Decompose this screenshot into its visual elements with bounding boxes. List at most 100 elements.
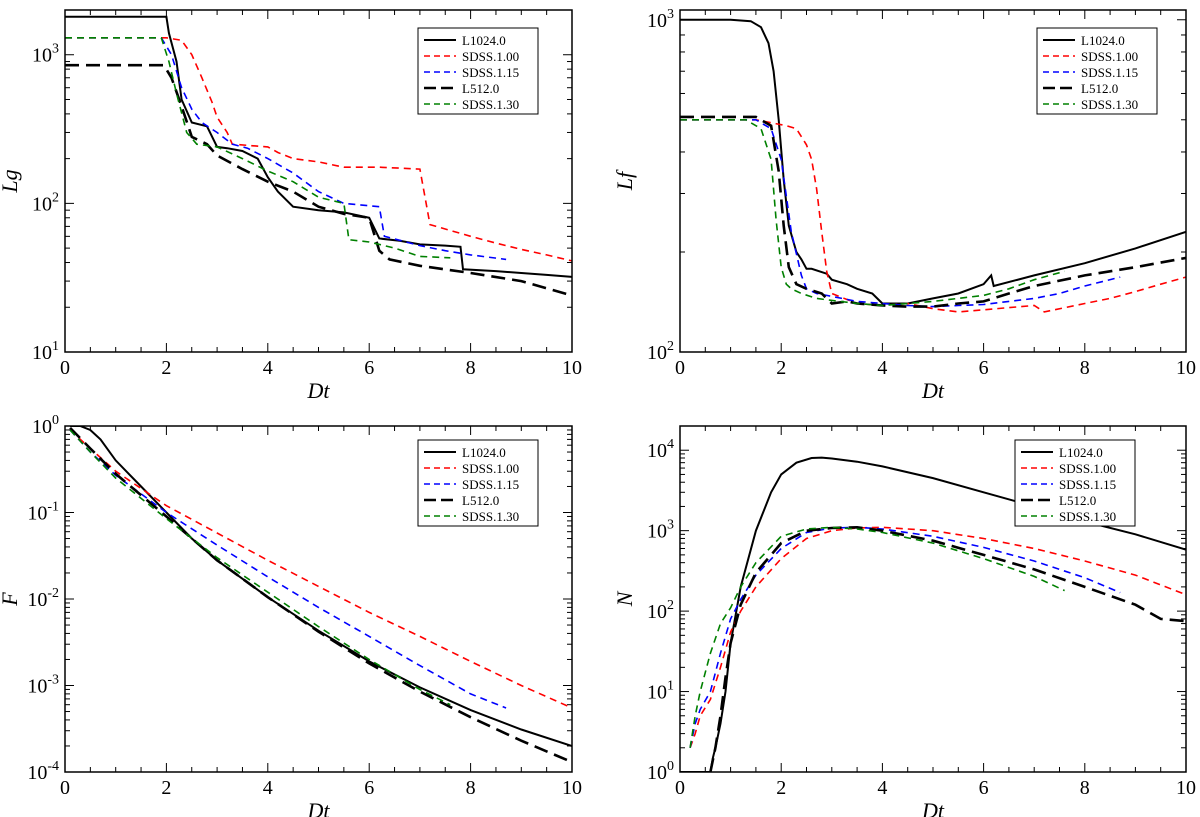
y-tick-base: 10	[32, 45, 52, 67]
chart-panel-4: 0 2 4 6 8 10100101102103104DtNL1024.0SDSS.1.0…	[612, 425, 1196, 817]
y-tick-exponent: -1	[47, 500, 59, 515]
legend-label: SDSS.1.00	[462, 461, 519, 476]
legend-label: L512.0	[1059, 493, 1096, 508]
y-tick-label: 102	[647, 598, 674, 623]
y-tick-label: 103	[32, 42, 59, 67]
y-tick-base: 10	[27, 676, 47, 698]
y-tick-exponent: -4	[47, 759, 59, 774]
x-tick-label: 10	[562, 777, 582, 799]
y-tick-label: 100	[32, 413, 59, 438]
y-tick-exponent: -3	[47, 673, 59, 688]
series-line-sdss-1-00	[689, 526, 1186, 749]
x-axis-label: Dt	[921, 798, 945, 817]
series-line-l512-0	[709, 525, 1186, 772]
series-line-l1024-0	[680, 18, 1186, 305]
y-tick-label: 103	[647, 518, 674, 543]
series-line-sdss-1-15	[69, 429, 507, 709]
series-line-l512-0	[65, 63, 572, 297]
x-tick-label: 2	[161, 777, 171, 799]
series-line-sdss-1-15	[689, 526, 1121, 748]
y-tick-label: 104	[647, 437, 674, 462]
y-tick-base: 10	[27, 762, 47, 784]
x-tick-label: 6	[364, 357, 374, 379]
x-axis-label: Dt	[307, 378, 331, 403]
legend-label: SDSS.1.30	[1059, 509, 1116, 524]
series-line-l512-0	[680, 115, 1186, 308]
y-axis-label: N	[612, 590, 637, 607]
y-tick-base: 10	[647, 342, 667, 364]
plot-frame	[64, 9, 573, 353]
legend-label: SDSS.1.30	[462, 97, 519, 112]
legend-label: L1024.0	[462, 445, 506, 460]
x-axis-label: Dt	[307, 798, 331, 817]
legend-label: SDSS.1.00	[1081, 49, 1138, 64]
series-line-l1024-0	[65, 15, 572, 278]
legend-box	[417, 27, 539, 115]
x-tick-label: 2	[161, 357, 171, 379]
y-tick-base: 10	[27, 589, 47, 611]
y-tick-exponent: 2	[667, 598, 674, 613]
y-tick-base: 10	[647, 601, 667, 623]
y-tick-label: 101	[647, 679, 674, 704]
legend-label: SDSS.1.00	[1059, 461, 1116, 476]
x-tick-label: 4	[877, 777, 887, 799]
y-tick-base: 10	[32, 416, 52, 438]
legend-box	[1036, 27, 1158, 115]
legend-label: SDSS.1.15	[462, 65, 519, 80]
legend-box	[1014, 439, 1136, 527]
legend-label: L1024.0	[1059, 445, 1103, 460]
series-line-sdss-1-00	[65, 36, 572, 262]
y-tick-exponent: -2	[47, 586, 59, 601]
legend-label: L1024.0	[462, 33, 506, 48]
legend-label: SDSS.1.30	[1081, 97, 1138, 112]
legend-label: L1024.0	[1081, 33, 1125, 48]
x-tick-label: 4	[877, 357, 887, 379]
series-line-sdss-1-00	[680, 119, 1186, 313]
series-line-sdss-1-15	[65, 36, 507, 261]
y-tick-label: 103	[647, 7, 674, 32]
chart-panel-1: 0 2 4 6 8 10101102103DtLgL1024.0SDSS.1.00SDSS…	[0, 9, 582, 403]
y-tick-label: 10-3	[27, 673, 59, 698]
x-tick-label: 2	[776, 357, 786, 379]
legend-box	[417, 439, 539, 527]
y-tick-exponent: 3	[667, 518, 674, 533]
legend-label: L512.0	[1081, 81, 1118, 96]
y-tick-base: 10	[647, 440, 667, 462]
legend-label: L512.0	[462, 81, 499, 96]
x-tick-label: 0	[60, 777, 70, 799]
y-tick-base: 10	[32, 342, 52, 364]
legend-label: L512.0	[462, 493, 499, 508]
y-tick-base: 10	[647, 10, 667, 32]
chart-panel-2: 0 2 4 6 8 10102103DtLfL1024.0SDSS.1.00SDSS.1.…	[612, 7, 1196, 403]
series-line-sdss-1-30	[689, 526, 1065, 748]
legend-label: SDSS.1.15	[462, 477, 519, 492]
x-tick-label: 4	[263, 777, 273, 799]
y-tick-label: 10-1	[27, 500, 59, 525]
x-tick-label: 0	[60, 357, 70, 379]
x-tick-label: 10	[1176, 357, 1196, 379]
legend-label: SDSS.1.15	[1059, 477, 1116, 492]
y-tick-exponent: 2	[667, 339, 674, 354]
y-tick-label: 10-4	[27, 759, 59, 784]
y-tick-base: 10	[647, 762, 667, 784]
y-tick-exponent: 1	[667, 679, 674, 694]
x-tick-label: 8	[466, 777, 476, 799]
x-tick-label: 6	[979, 357, 989, 379]
legend-label: SDSS.1.00	[462, 49, 519, 64]
y-tick-label: 10-2	[27, 586, 59, 611]
y-tick-base: 10	[647, 521, 667, 543]
x-tick-label: 6	[979, 777, 989, 799]
x-tick-label: 4	[263, 357, 273, 379]
y-tick-base: 10	[27, 503, 47, 525]
series-line-sdss-1-30	[680, 119, 1065, 307]
plot-frame	[679, 425, 1187, 773]
series-line-l1024-0	[680, 456, 1186, 772]
x-tick-label: 8	[466, 357, 476, 379]
y-tick-base: 10	[647, 682, 667, 704]
x-tick-label: 6	[364, 777, 374, 799]
